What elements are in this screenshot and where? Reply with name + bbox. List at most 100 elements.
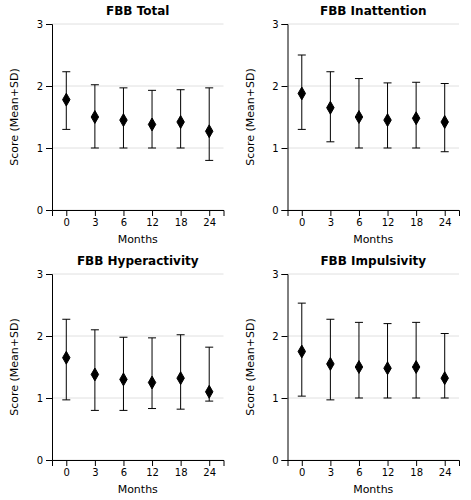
tick-mark <box>152 460 153 466</box>
tick-mark <box>66 460 67 466</box>
x-axis-title: Months <box>353 233 393 246</box>
x-axis-title: Months <box>118 483 158 496</box>
error-bar <box>355 322 363 398</box>
tick-label: 1 <box>37 143 43 154</box>
tick-mark <box>302 210 303 216</box>
x-tick: 0 <box>64 460 70 478</box>
x-tick: 12 <box>146 210 159 228</box>
grid-line <box>288 148 460 149</box>
axis-line <box>46 25 53 211</box>
grid-line <box>288 86 460 87</box>
tick-label: 3 <box>328 217 334 228</box>
tick-mark <box>445 210 446 216</box>
marker <box>120 114 127 127</box>
error-bar <box>91 330 99 411</box>
marker <box>384 362 391 375</box>
error-bar <box>205 347 213 401</box>
tick-label: 0 <box>272 455 278 466</box>
tick-label: 0 <box>299 467 305 478</box>
plot-area <box>62 72 213 161</box>
tick-mark <box>359 210 360 216</box>
tick-mark <box>46 210 52 211</box>
marker <box>441 372 448 385</box>
error-bar <box>62 72 70 130</box>
marker <box>205 385 212 398</box>
x-tick: 6 <box>356 210 362 228</box>
y-axis-title: Score (Mean+SD) <box>244 318 257 416</box>
tick-label: 2 <box>272 331 278 342</box>
tick-mark <box>209 460 210 466</box>
error-bar <box>326 319 334 400</box>
tick-label: 6 <box>356 217 362 228</box>
tick-label: 18 <box>175 467 188 478</box>
grid-line <box>52 398 224 399</box>
tick-label: 2 <box>37 81 43 92</box>
tick-label: 0 <box>37 455 43 466</box>
tick-mark <box>181 460 182 466</box>
error-cap-upper <box>62 319 70 320</box>
tick-label: 24 <box>203 467 216 478</box>
error-bar <box>148 338 156 409</box>
tick-label: 12 <box>146 467 159 478</box>
error-cap-lower <box>441 398 449 399</box>
tick-label: 3 <box>328 467 334 478</box>
tick-mark <box>95 460 96 466</box>
y-axis: 0123 <box>37 19 53 216</box>
tick-mark <box>46 274 52 275</box>
error-cap-lower <box>177 148 185 149</box>
grid <box>288 274 460 460</box>
x-tick: 12 <box>382 210 395 228</box>
tick-mark <box>123 460 124 466</box>
y-axis-title: Score (Mean+SD) <box>244 68 257 166</box>
y-tick: 0 <box>272 205 287 216</box>
grid-line <box>288 398 460 399</box>
y-tick: 0 <box>37 455 52 466</box>
x-tick: 3 <box>328 460 334 478</box>
error-cap-upper <box>177 89 185 90</box>
x-tick: 24 <box>203 460 216 478</box>
tick-mark <box>66 210 67 216</box>
grid <box>52 24 224 210</box>
tick-label: 3 <box>92 467 98 478</box>
tick-mark <box>416 210 417 216</box>
error-cap-lower <box>62 399 70 400</box>
marker <box>91 368 98 381</box>
tick-mark <box>330 210 331 216</box>
error-bar <box>91 85 99 148</box>
error-cap-lower <box>91 148 99 149</box>
axis-line <box>53 211 225 217</box>
marker <box>120 373 127 386</box>
y-axis-title: Score (Mean+SD) <box>8 68 21 166</box>
marker <box>63 93 70 106</box>
tick-mark <box>282 210 288 211</box>
tick-label: 6 <box>121 467 127 478</box>
tick-mark <box>282 148 288 149</box>
error-cap-lower <box>412 398 420 399</box>
axis-line <box>282 25 289 211</box>
x-tick: 18 <box>175 460 188 478</box>
tick-label: 0 <box>64 217 70 228</box>
error-cap-lower <box>412 148 420 149</box>
tick-label: 18 <box>410 217 423 228</box>
error-bar <box>326 72 334 142</box>
grid-line <box>52 274 224 275</box>
error-cap-lower <box>91 410 99 411</box>
x-tick: 18 <box>410 460 423 478</box>
marker <box>327 101 334 114</box>
error-cap-upper <box>412 322 420 323</box>
x-tick: 24 <box>203 210 216 228</box>
plot-area <box>62 319 213 410</box>
tick-label: 3 <box>37 19 43 30</box>
tick-label: 18 <box>175 217 188 228</box>
axis-line <box>288 211 460 217</box>
error-cap-upper <box>384 323 392 324</box>
grid-line <box>52 24 224 25</box>
tick-mark <box>46 24 52 25</box>
marker <box>148 376 155 389</box>
tick-mark <box>152 210 153 216</box>
title: FBB Impulsivity <box>320 254 426 268</box>
x-tick: 0 <box>299 460 305 478</box>
x-tick: 18 <box>175 210 188 228</box>
x-tick: 3 <box>328 210 334 228</box>
y-axis-title: Score (Mean+SD) <box>8 318 21 416</box>
